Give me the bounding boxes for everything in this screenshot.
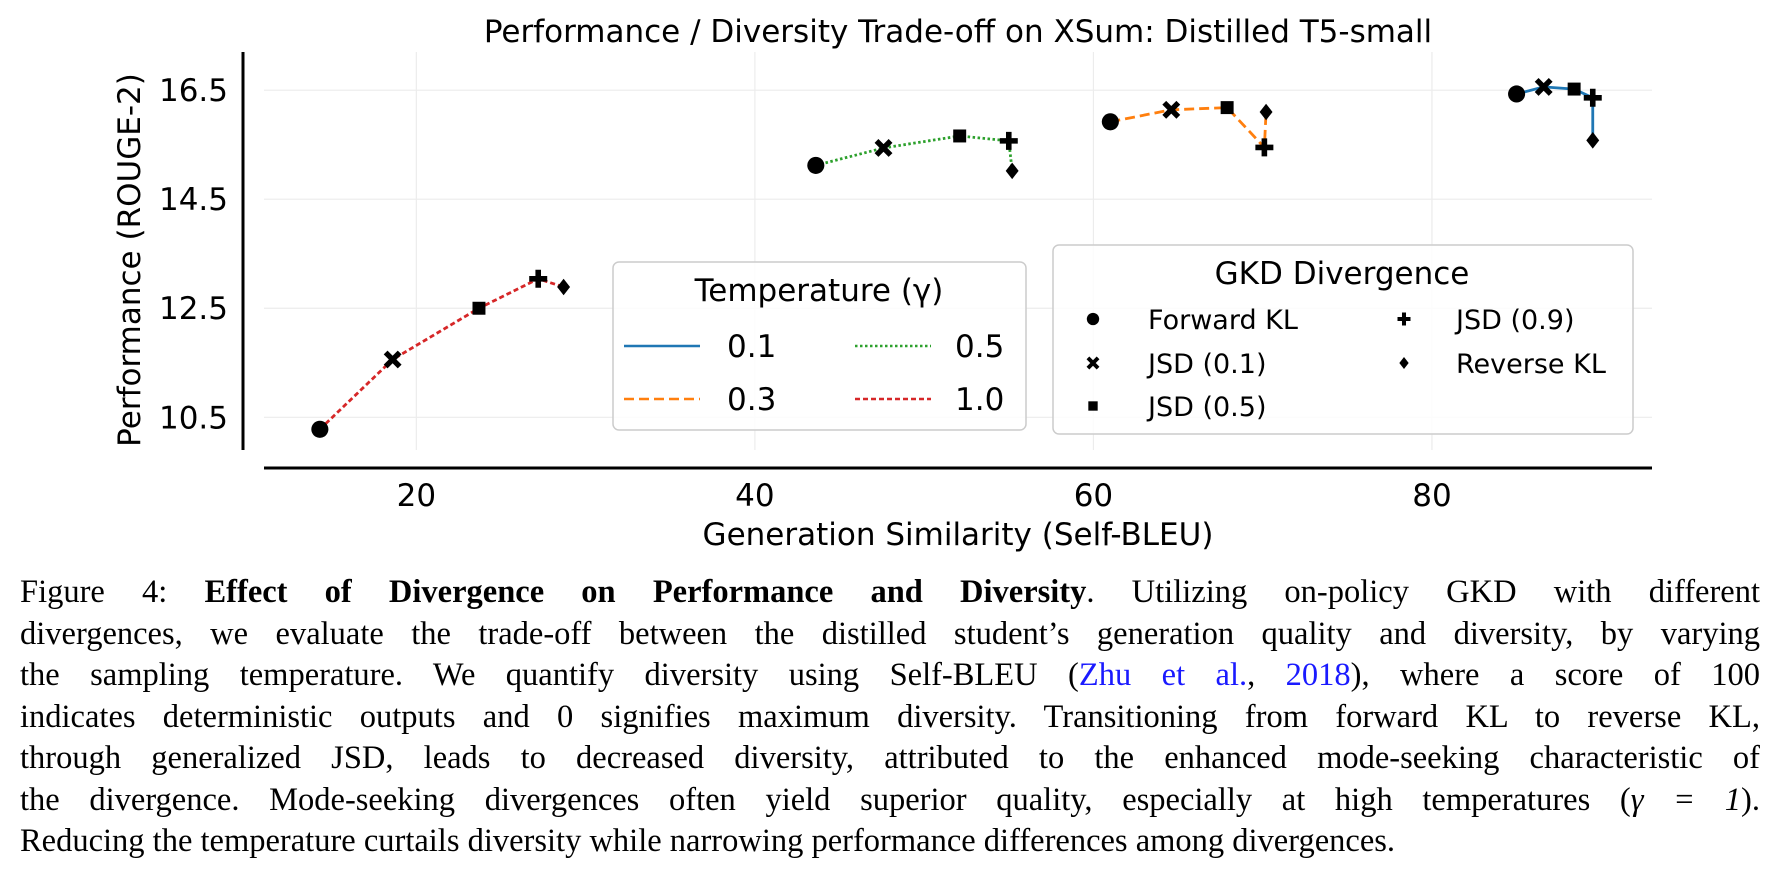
x-tick-labels: 20 40 60 80 [397, 478, 1452, 514]
x-axis-label: Generation Similarity (Self-BLEU) [703, 517, 1214, 553]
legend-marker-shape [1088, 401, 1098, 411]
caption-line-1: Figure 4: Effect of Divergence on Perfor… [20, 572, 1760, 614]
data-point-1.0-jsd-0.9- [529, 269, 548, 288]
legend-temperature: Temperature (γ) 0.1 0.3 0.5 1.0 [612, 261, 1027, 431]
y-tick-labels: 10.5 12.5 14.5 16.5 [159, 73, 228, 436]
x-tick-label: 60 [1074, 478, 1113, 514]
legend-marker-shape [1399, 357, 1409, 369]
data-point-1.0-jsd-0.5- [472, 301, 486, 315]
data-point-0.5-reverse-kl [1005, 162, 1019, 180]
caption-text-1: . Utilizing on-policy GKD with different [1086, 574, 1760, 610]
caption-line-4: indicates deterministic outputs and 0 si… [20, 698, 1760, 735]
legend-marker-jsd-0.9 [1397, 312, 1411, 326]
y-axis-label: Performance (ROUGE-2) [112, 73, 148, 447]
legend-label-jsd-0.9: JSD (0.9) [1454, 305, 1574, 336]
legend-label-0.5: 0.5 [955, 329, 1004, 365]
citation-link-authors[interactable]: Zhu et al. [1078, 657, 1248, 693]
caption-line-2: divergences, we evaluate the trade-off b… [20, 615, 1760, 652]
data-point-0.1-reverse-kl [1586, 132, 1600, 149]
data-point-0.3-jsd-0.1- [1162, 100, 1181, 119]
x-tick-label: 40 [735, 478, 774, 514]
citation-link-year[interactable]: 2018 [1285, 657, 1351, 693]
y-tick-label: 10.5 [159, 400, 228, 436]
series-line-0.1 [1516, 85, 1595, 141]
caption-label: Figure 4: [20, 574, 168, 610]
data-point-0.5-forward-kl [807, 156, 825, 174]
data-point-0.3-forward-kl [1101, 113, 1119, 131]
legend-label-reverse-kl: Reverse KL [1456, 349, 1606, 380]
legend-temperature-frame [612, 261, 1027, 431]
legend-label-forward-kl: Forward KL [1148, 305, 1298, 336]
legend-marker-shape [1086, 356, 1100, 370]
caption-math: γ = 1 [1630, 781, 1742, 818]
data-point-0.1-jsd-0.9- [1583, 88, 1602, 107]
chart-figure: Performance / Diversity Trade-off on XSu… [112, 14, 1652, 553]
data-point-0.3-jsd-0.5- [1220, 101, 1234, 115]
data-point-0.3-reverse-kl [1259, 103, 1273, 121]
caption-line-7: Reducing the temperature curtails divers… [20, 823, 1396, 859]
legend-marker-jsd-0.5 [1088, 401, 1098, 411]
data-point-0.1-forward-kl [1508, 85, 1526, 103]
citation-sep: , [1247, 657, 1286, 693]
legend-divergence-title: GKD Divergence [1215, 256, 1470, 292]
data-point-1.0-reverse-kl [557, 278, 571, 296]
data-point-0.1-jsd-0.5- [1567, 82, 1581, 96]
legend-label-1.0: 1.0 [955, 382, 1004, 418]
caption-line-3: the sampling temperature. We quantify di… [20, 655, 1760, 697]
chart-title: Performance / Diversity Trade-off on XSu… [484, 14, 1432, 50]
legend-marker-forward-kl [1086, 312, 1100, 326]
x-tick-label: 20 [397, 478, 436, 514]
legend-marker-reverse-kl [1399, 357, 1409, 369]
caption-line-5: through generalized JSD, leads to decrea… [20, 740, 1760, 776]
caption-bold-title: Effect of Divergence on Performance and … [204, 574, 1087, 610]
figure-caption: Figure 4: Effect of Divergence on Perfor… [20, 572, 1760, 863]
legend-marker-jsd-0.1 [1086, 356, 1100, 370]
data-point-1.0-forward-kl [311, 420, 329, 438]
caption-line-6: the divergence. Mode-seeking divergences… [20, 780, 1760, 822]
data-point-0.1-jsd-0.1- [1534, 77, 1553, 96]
data-point-0.5-jsd-0.1- [874, 139, 893, 157]
x-tick-label: 80 [1412, 478, 1451, 514]
legend-label-0.3: 0.3 [727, 382, 776, 418]
series-group [311, 77, 1602, 438]
data-point-0.5-jsd-0.9- [999, 131, 1018, 150]
caption-line-3-b: ), where a score of 100 [1350, 657, 1760, 693]
y-tick-label: 14.5 [159, 182, 228, 218]
legend-label-jsd-0.1: JSD (0.1) [1146, 349, 1266, 380]
caption-line-6-a: the divergence. Mode-seeking divergences… [20, 781, 1631, 818]
series-line-0.3 [1110, 106, 1268, 151]
legend-label-0.1: 0.1 [727, 329, 776, 365]
data-point-0.5-jsd-0.5- [953, 129, 967, 143]
y-tick-label: 16.5 [159, 73, 228, 109]
series-line-0.5 [815, 134, 1014, 172]
caption-line-3-a: the sampling temperature. We quantify di… [20, 657, 1079, 693]
data-point-1.0-jsd-0.1- [383, 350, 402, 369]
legend-label-jsd-0.5: JSD (0.5) [1146, 392, 1266, 423]
data-point-0.3-jsd-0.9- [1255, 138, 1274, 157]
legend-divergence: GKD Divergence Forward KL JSD (0.1) JSD … [1052, 244, 1634, 435]
legend-divergence-frame [1052, 244, 1634, 435]
y-tick-label: 12.5 [159, 291, 228, 327]
caption-line-6-b: ). [1741, 781, 1760, 818]
legend-marker-shape [1086, 312, 1100, 326]
legend-temperature-title: Temperature (γ) [694, 273, 944, 309]
legend-marker-shape [1397, 312, 1411, 326]
series-line-1.0 [318, 277, 565, 431]
